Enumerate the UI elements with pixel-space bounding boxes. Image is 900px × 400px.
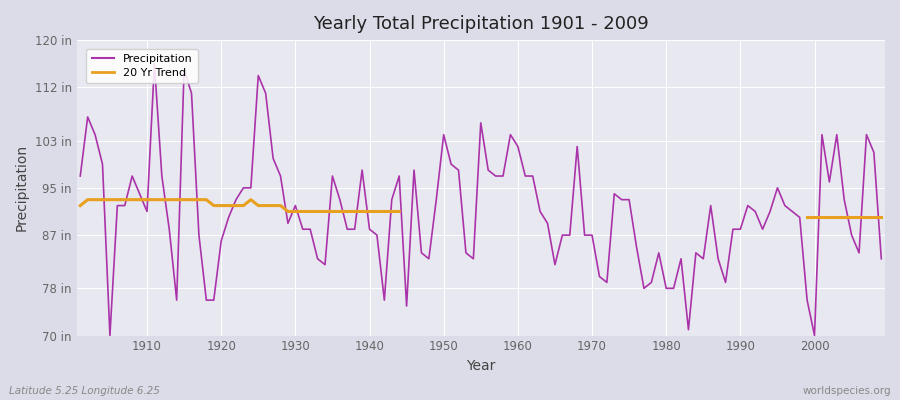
Y-axis label: Precipitation: Precipitation — [15, 144, 29, 232]
Legend: Precipitation, 20 Yr Trend: Precipitation, 20 Yr Trend — [86, 49, 198, 83]
Title: Yearly Total Precipitation 1901 - 2009: Yearly Total Precipitation 1901 - 2009 — [313, 15, 649, 33]
Text: Latitude 5.25 Longitude 6.25: Latitude 5.25 Longitude 6.25 — [9, 386, 160, 396]
Text: worldspecies.org: worldspecies.org — [803, 386, 891, 396]
X-axis label: Year: Year — [466, 359, 496, 373]
